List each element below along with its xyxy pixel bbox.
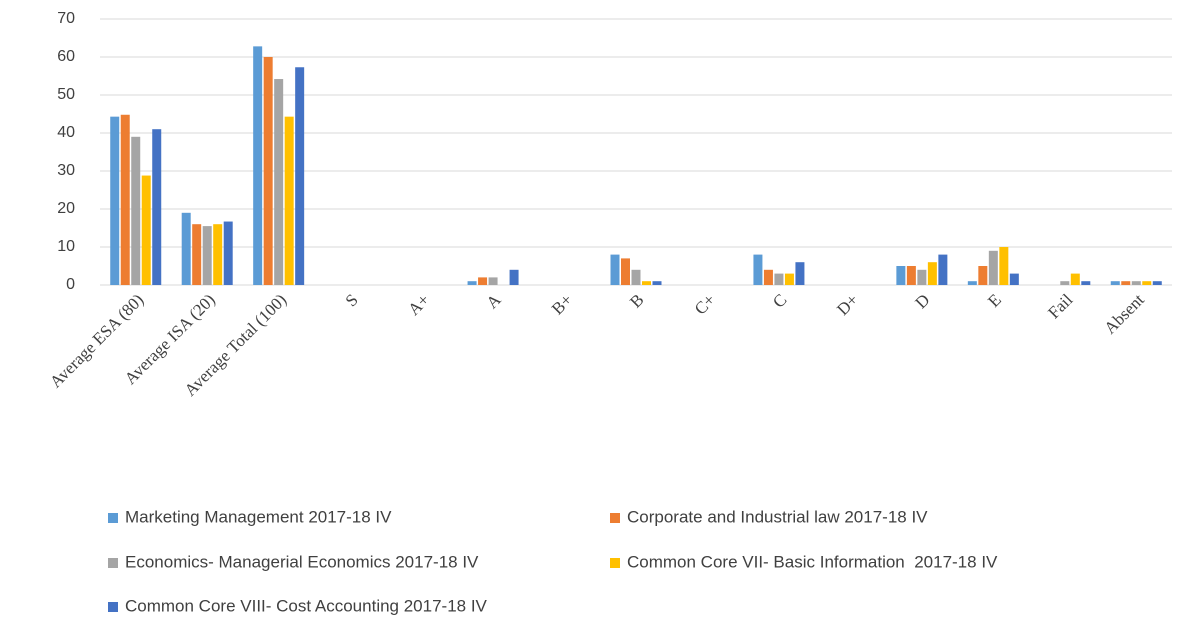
legend-swatch <box>610 513 620 523</box>
bar <box>478 277 488 285</box>
bar <box>610 254 620 285</box>
x-tick-label: A+ <box>404 290 433 319</box>
x-tick-label: Fail <box>1044 290 1076 322</box>
bar <box>763 269 773 285</box>
x-tick-label: A <box>483 290 506 313</box>
bar <box>988 250 998 285</box>
bar <box>488 277 498 285</box>
bar <box>253 46 263 285</box>
legend-swatch <box>108 513 118 523</box>
bar <box>274 79 284 285</box>
bar <box>967 281 977 285</box>
bar <box>896 266 906 285</box>
bar <box>263 57 273 285</box>
bar <box>1152 281 1162 285</box>
x-tick-label: B <box>626 290 647 311</box>
x-tick-label: C+ <box>691 290 719 318</box>
legend-swatch <box>108 602 118 612</box>
bar <box>927 262 937 285</box>
bar <box>131 136 141 285</box>
bar <box>784 273 794 285</box>
bar <box>467 281 477 285</box>
y-tick-label: 20 <box>57 200 75 217</box>
bar <box>1009 273 1019 285</box>
bar <box>181 212 191 285</box>
y-tick-label: 60 <box>57 48 75 65</box>
bar <box>223 221 233 285</box>
x-tick-label: Absent <box>1100 290 1148 338</box>
y-tick-label: 10 <box>57 238 75 255</box>
bar <box>213 224 223 285</box>
x-tick-label: D+ <box>833 290 862 319</box>
bar <box>906 266 916 285</box>
bar <box>110 116 120 285</box>
bar <box>917 269 927 285</box>
legend-label: Marketing Management 2017-18 IV <box>125 507 392 526</box>
bar <box>795 262 805 285</box>
bar <box>753 254 763 285</box>
bar <box>120 114 130 285</box>
bar <box>642 281 651 285</box>
legend-label: Common Core VIII- Cost Accounting 2017-1… <box>125 596 488 615</box>
bar <box>631 269 641 285</box>
bar <box>652 281 662 285</box>
bar <box>774 273 784 285</box>
legend-label: Common Core VII- Basic Information 2017-… <box>627 552 998 571</box>
bar <box>1070 273 1080 285</box>
bar <box>509 269 519 285</box>
bar <box>621 258 630 285</box>
y-tick-label: 0 <box>66 276 75 293</box>
y-tick-label: 70 <box>57 10 75 27</box>
x-tick-label: C <box>769 290 790 311</box>
bar <box>1081 281 1091 285</box>
y-tick-label: 40 <box>57 124 75 141</box>
bar <box>1131 281 1141 285</box>
bar <box>192 224 202 285</box>
bar <box>152 129 162 285</box>
legend-label: Corporate and Industrial law 2017-18 IV <box>627 507 928 526</box>
bar <box>938 254 948 285</box>
legend-swatch <box>610 558 620 568</box>
x-tick-label: S <box>342 290 362 310</box>
bar <box>141 175 151 285</box>
bar <box>295 67 305 285</box>
x-tick-label: D <box>911 290 933 312</box>
legend-swatch <box>108 558 118 568</box>
y-tick-label: 30 <box>57 162 75 179</box>
bar <box>284 116 294 285</box>
y-tick-label: 50 <box>57 86 75 103</box>
legend-label: Economics- Managerial Economics 2017-18 … <box>125 552 479 571</box>
bar <box>1142 281 1152 285</box>
bar <box>1121 281 1131 285</box>
bar <box>1110 281 1120 285</box>
bar <box>202 226 212 285</box>
x-tick-label: E <box>984 290 1005 311</box>
bar <box>999 247 1009 285</box>
bar <box>1060 281 1070 285</box>
bar <box>978 266 988 285</box>
x-tick-label: B+ <box>548 290 576 318</box>
